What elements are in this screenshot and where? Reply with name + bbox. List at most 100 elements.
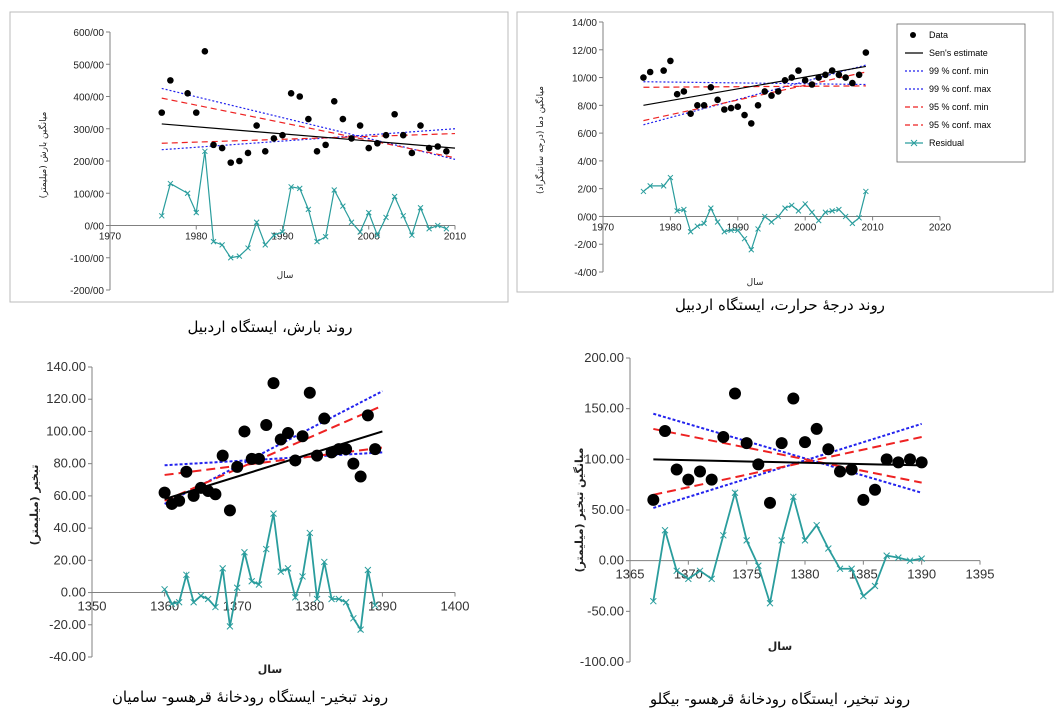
data-point [822, 71, 829, 79]
data-point [774, 88, 782, 95]
residual-point [331, 187, 338, 193]
data-point [646, 68, 654, 76]
residual-point [701, 220, 707, 227]
data-point [799, 436, 811, 449]
y-tick-label: 140.00 [46, 359, 86, 374]
data-point [270, 135, 278, 142]
residual-point [365, 209, 372, 216]
residual-point [271, 232, 277, 239]
y-tick-label: 0.00 [61, 585, 86, 600]
y-tick-label: 14/00 [572, 18, 597, 29]
residual-point [813, 521, 821, 529]
residual-point [233, 584, 241, 592]
residual-point [859, 592, 867, 600]
residual-point [766, 599, 774, 607]
residual-point [357, 626, 364, 633]
data-point [729, 387, 741, 400]
data-point [734, 103, 742, 111]
data-point [209, 488, 222, 501]
residual-point [719, 531, 727, 539]
residual-point [175, 598, 183, 606]
ci95-max-line [643, 85, 866, 88]
residual-point [417, 204, 424, 211]
y-tick-label: -2/00 [574, 240, 597, 251]
data-point [158, 109, 166, 116]
data-point [296, 430, 309, 443]
data-point [374, 139, 381, 147]
ci99-max-line [643, 81, 866, 86]
y-tick-label: 100.00 [584, 451, 624, 466]
chart-precip-ardabil: 600/00 500/00 400/00 300/00 200/00 100/00 0/00… [9, 11, 509, 303]
y-tick-label: 20.00 [53, 552, 86, 567]
residual-point [245, 245, 251, 251]
data-point [339, 115, 347, 123]
residual-point [761, 213, 768, 220]
data-point [705, 473, 718, 486]
residual-point [305, 206, 312, 213]
y-tick-label: -200/00 [70, 286, 104, 297]
residual-point [348, 219, 355, 226]
residual-point [320, 558, 328, 566]
residual-point [296, 185, 303, 192]
y-tick-label: 0.00 [599, 553, 624, 568]
x-tick-label: 1980 [659, 222, 682, 233]
x-tick-label: 2020 [929, 222, 952, 233]
legend-marker [910, 139, 918, 147]
y-tick-label: 6/00 [578, 129, 598, 140]
y-tick-label: 100.00 [46, 423, 86, 438]
residual-point [204, 595, 212, 603]
x-tick-label: 2010 [444, 232, 467, 243]
residual-point [219, 241, 225, 248]
legend-box [896, 23, 1026, 163]
residual-point [409, 232, 415, 239]
x-axis-label: سال [258, 663, 283, 676]
residual-point [350, 614, 357, 622]
sen-estimate-line [161, 123, 456, 149]
data-point [682, 473, 695, 486]
residual-point [255, 581, 263, 588]
ci95-max-line [161, 132, 456, 144]
residual-point [383, 214, 389, 221]
residual-point [262, 241, 269, 248]
residual-point [755, 226, 761, 232]
chart-temp-ardabil: 14/00 12/00 10/00 8/00 6/00 4/00 2/00 0/00 -2/00… [516, 11, 1054, 293]
x-tick-label: 2000 [358, 232, 381, 243]
residual-point [782, 205, 788, 211]
residual-point [836, 206, 842, 213]
data-point [659, 424, 671, 437]
data-point [192, 109, 200, 116]
y-tick-label: -20.00 [49, 617, 86, 632]
chart-evap-biglou: 200.00 150.00 100.00 50.00 0.00 -50.00 -100.00… [573, 350, 995, 669]
data-point [869, 483, 881, 496]
residual-point [322, 233, 329, 240]
residual-point [340, 203, 346, 210]
residual-point [443, 225, 450, 232]
data-point [187, 489, 200, 502]
data-point [252, 452, 265, 465]
x-tick-label: 1390 [907, 567, 936, 582]
chart-panel-evap-samian: 140.00 120.00 100.00 80.00 60.00 40.00 20.00 0.… [0, 355, 515, 685]
chart-panel-temp-ardabil: 14/00 12/00 10/00 8/00 6/00 4/00 2/00 0/00 -2/00… [515, 10, 1059, 295]
data-point [303, 386, 316, 399]
caption-precip-ardabil: روند بارش، ایستگاه اردبیل [187, 318, 353, 336]
data-point [311, 449, 324, 462]
x-tick-label: 1350 [78, 599, 107, 614]
data-point [260, 419, 273, 431]
data-point [714, 96, 721, 104]
residual-point [871, 582, 879, 590]
x-tick-label: 1395 [966, 567, 995, 582]
data-point [173, 494, 186, 507]
data-point [238, 425, 251, 438]
y-tick-label: -50.00 [587, 603, 624, 618]
x-tick-label: 1370 [223, 599, 252, 614]
residual-point [734, 227, 741, 234]
data-point [434, 143, 442, 150]
sen-estimate-line [643, 65, 866, 106]
data-point [862, 49, 870, 56]
y-tick-label: 150.00 [584, 401, 624, 416]
data-point [810, 422, 823, 435]
residual-point [815, 217, 822, 224]
residual-point [167, 180, 174, 187]
caption-temp-ardabil: روند درجهٔ حرارت، ایستگاه اردبیل [675, 296, 885, 314]
data-point [915, 456, 928, 469]
